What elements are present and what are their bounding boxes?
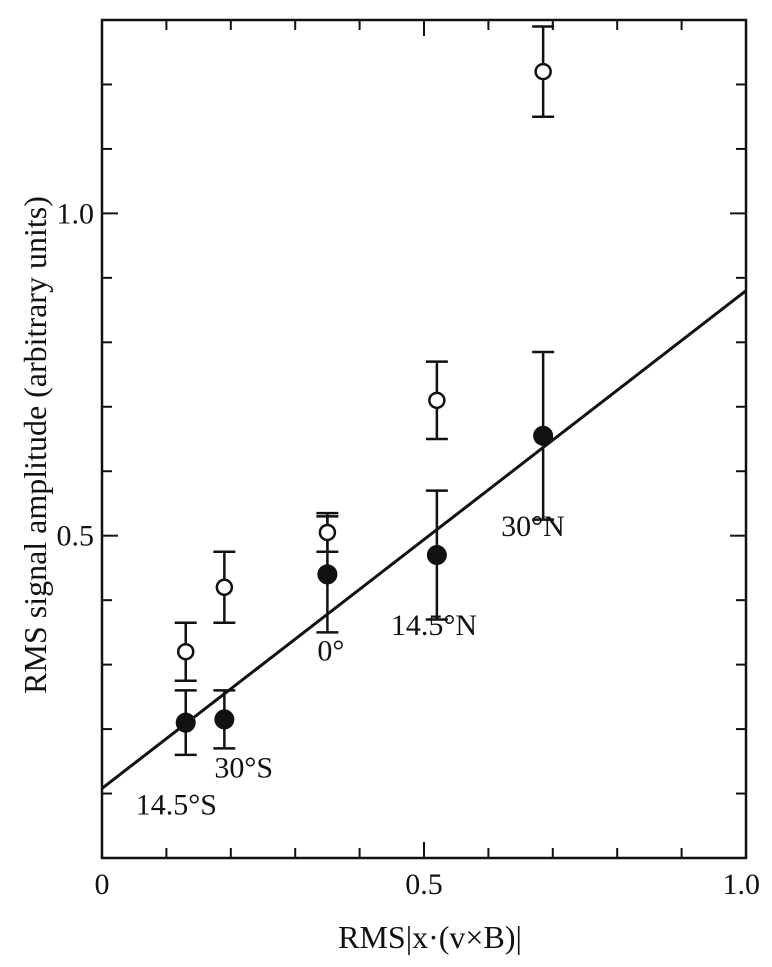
open-data-point	[215, 578, 234, 597]
filled-data-point	[214, 709, 235, 730]
x-axis-label: RMS|x·(v×B)|	[338, 919, 522, 955]
point-annotation: 0°	[317, 634, 344, 667]
open-data-point	[318, 523, 337, 542]
open-data-point	[534, 62, 552, 81]
x-tick-label: 0	[95, 868, 110, 901]
x-tick-label: 0.5	[405, 868, 443, 901]
y-tick-label: 1.0	[57, 197, 95, 230]
y-tick-label: 0.5	[57, 520, 95, 553]
fit-line	[101, 289, 747, 790]
filled-data-point	[533, 425, 554, 446]
error-bars	[174, 25, 555, 757]
tick-labels: 0 0.5 1.0 0.5 1.0	[57, 197, 761, 901]
point-annotation: 30°N	[501, 510, 565, 543]
open-data-point	[176, 642, 195, 661]
filled-data-point	[175, 712, 196, 733]
filled-data-point	[426, 545, 447, 566]
point-annotation: 30°S	[214, 751, 273, 784]
point-annotation: 14.5°S	[136, 789, 217, 822]
x-tick-label: 1.0	[723, 868, 761, 901]
filled-data-point	[317, 564, 338, 585]
point-annotations: 14.5°S 30°S 0° 14.5°N 30°N	[136, 510, 565, 822]
data-points	[175, 62, 554, 733]
fit-line-layer	[101, 289, 747, 790]
open-data-point	[428, 391, 446, 410]
point-annotation: 14.5°N	[391, 609, 477, 642]
plot-frame	[100, 18, 748, 860]
y-axis-label: RMS signal amplitude (arbitrary units)	[17, 196, 53, 694]
plot-border	[100, 18, 748, 860]
axis-ticks	[102, 20, 746, 858]
